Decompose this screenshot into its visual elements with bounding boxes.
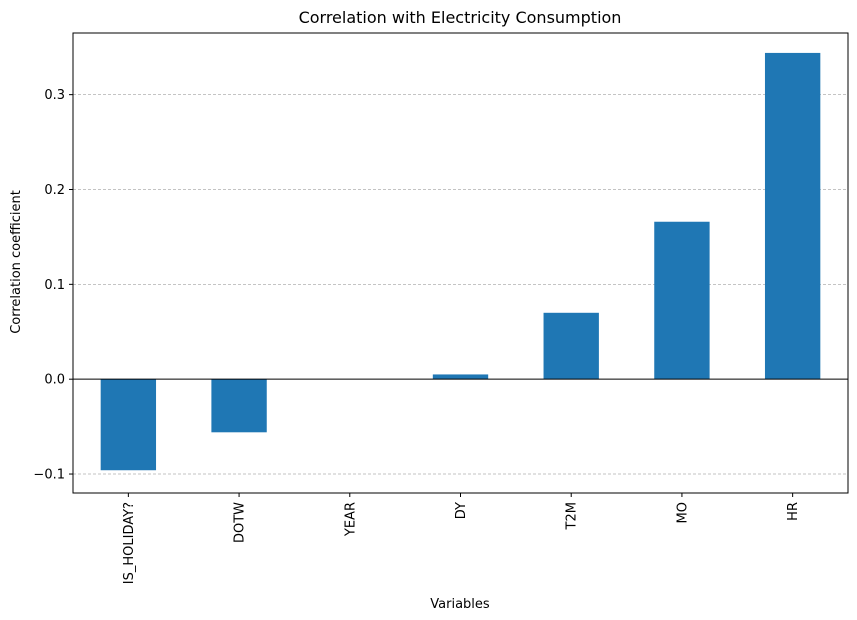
bar-mo	[654, 221, 710, 380]
x-tick-label: IS_HOLIDAY?	[122, 502, 137, 584]
bar-t2m	[543, 312, 599, 380]
y-tick-label: −0.1	[33, 468, 65, 483]
x-tick-label: HR	[786, 502, 801, 521]
y-tick-label: 0.0	[44, 373, 65, 388]
bar-dotw	[211, 379, 267, 433]
bar-dy	[432, 374, 489, 380]
y-tick-label: 0.2	[44, 183, 65, 198]
chart-title: Correlation with Electricity Consumption	[299, 8, 622, 27]
grid-lines	[73, 94, 848, 475]
bar-hr	[764, 52, 821, 380]
y-axis: −0.1 0.0 0.1 0.2 0.3	[33, 88, 73, 483]
x-tick-label: DY	[454, 502, 469, 519]
bars	[73, 52, 848, 471]
x-tick-label: YEAR	[343, 502, 358, 537]
y-tick-label: 0.3	[44, 88, 65, 103]
plot-frame	[72, 32, 849, 494]
x-axis-label: Variables	[430, 597, 490, 612]
x-tick-label: MO	[675, 502, 690, 523]
x-tick-label: T2M	[565, 502, 580, 530]
y-tick-label: 0.1	[44, 278, 65, 293]
x-tick-label: DOTW	[233, 502, 248, 543]
y-axis-label: Correlation coefficient	[9, 190, 24, 334]
bar-is-holiday	[100, 379, 157, 471]
x-axis: IS_HOLIDAY? DOTW YEAR DY T2M MO HR	[122, 493, 801, 584]
